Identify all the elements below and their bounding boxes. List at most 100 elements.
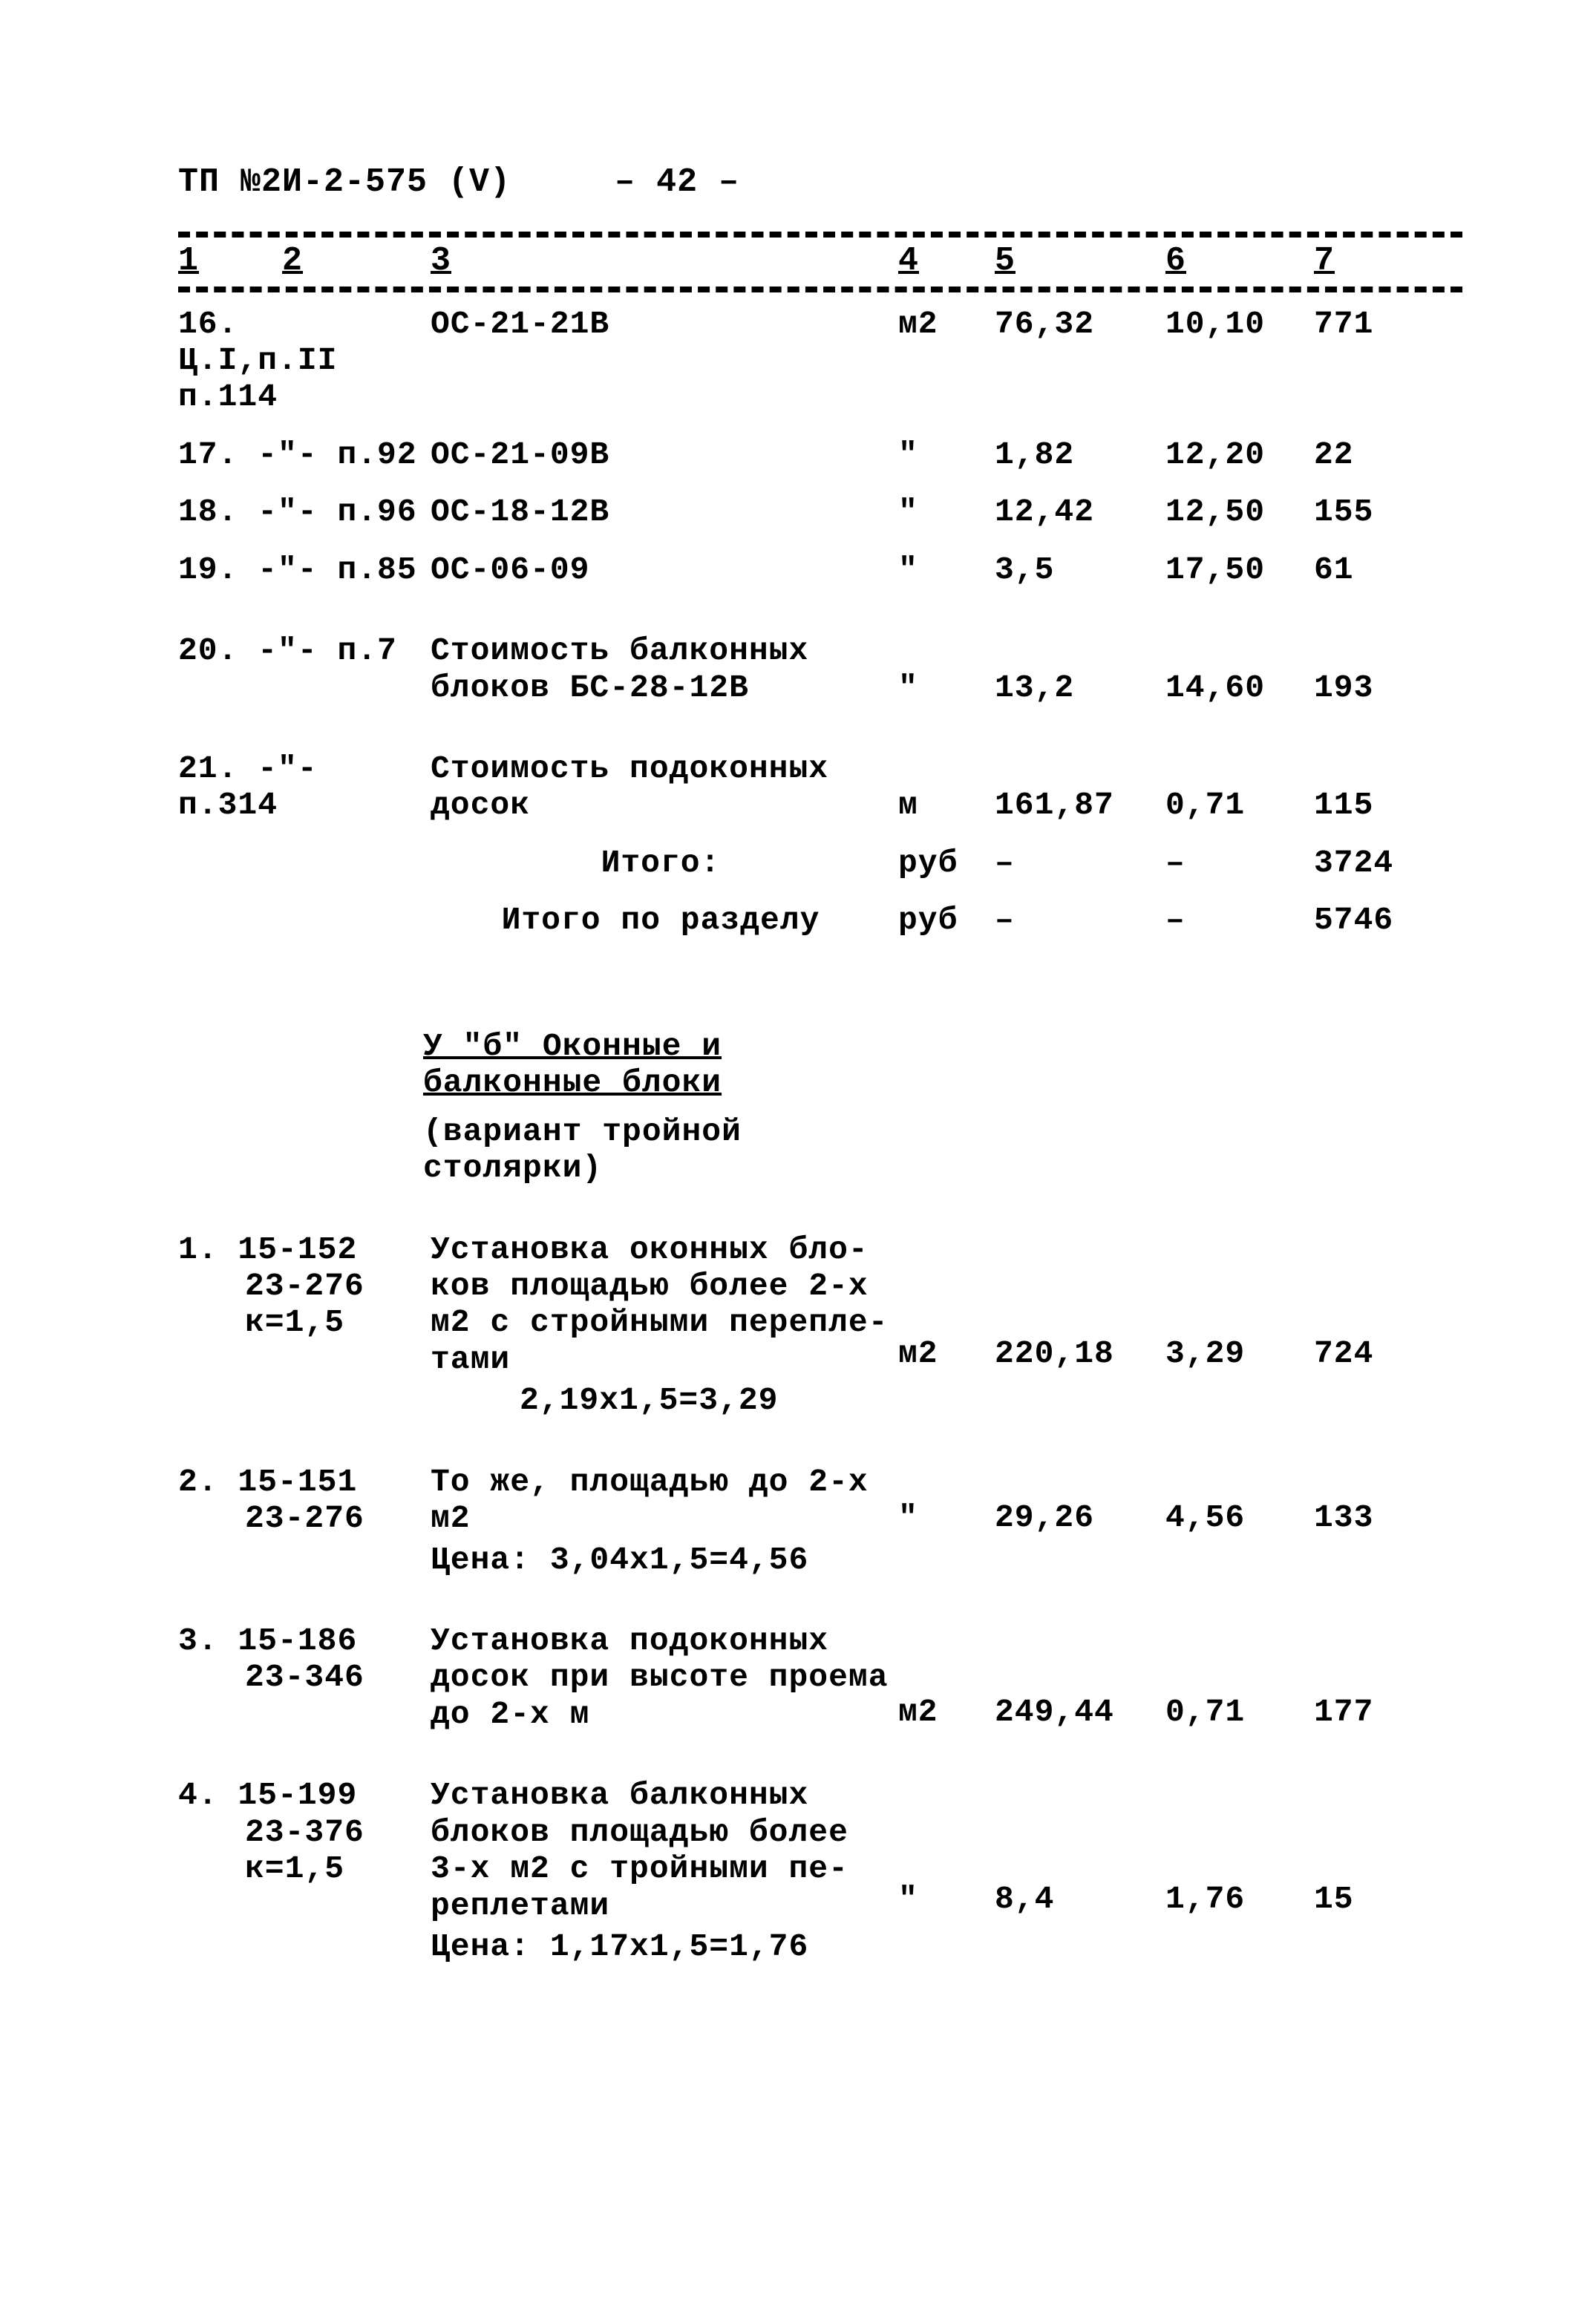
row-ref: Ц.I,п.II п.114	[178, 342, 423, 416]
section-total-row: Итого по разделу руб – – 5746	[178, 902, 1462, 938]
row-price: 0,71	[1165, 787, 1245, 823]
table-row: 4. 15-199 23-376 к=1,5 Установка балконн…	[178, 1777, 1462, 1965]
row-unit: "	[898, 1881, 918, 1917]
row-descr: ОС-21-21В	[431, 306, 609, 342]
row-sum: 22	[1314, 436, 1354, 473]
row-calc: 2,19х1,5=3,29	[431, 1382, 891, 1418]
row-price: 0,71	[1165, 1694, 1245, 1730]
column-header-row: 1 2 3 4 5 6 7	[178, 242, 1462, 281]
row-num: 4.	[178, 1777, 218, 1813]
row-descr: Установка подоконных досок при высоте пр…	[431, 1623, 889, 1732]
row-calc: Цена: 3,04х1,5=4,56	[431, 1542, 891, 1578]
row-sum: 15	[1314, 1881, 1354, 1917]
row-price: 17,50	[1165, 551, 1265, 588]
row-price: 12,20	[1165, 436, 1265, 473]
row-num: 20.	[178, 632, 238, 669]
row-num: 2.	[178, 1464, 218, 1500]
row-unit: "	[898, 1499, 918, 1536]
subtotal-price: –	[1165, 845, 1185, 881]
row-num: 3.	[178, 1623, 218, 1659]
subtotal-sum: 3724	[1314, 845, 1393, 881]
row-qty: 12,42	[995, 494, 1094, 530]
section-total-qty: –	[995, 902, 1015, 938]
page-header: ТП №2И-2-575 (V) – 42 –	[178, 163, 1462, 202]
row-qty: 220,18	[995, 1335, 1114, 1372]
row-descr: То же, площадью до 2-х м2	[431, 1464, 869, 1536]
row-sum: 155	[1314, 494, 1373, 530]
col-6-label: 6	[1165, 242, 1186, 280]
row-descr: ОС-06-09	[431, 551, 589, 588]
row-descr: ОС-18-12В	[431, 494, 609, 530]
row-descr: Установка балконных блоков площадью боле…	[431, 1777, 848, 1923]
row-price: 12,50	[1165, 494, 1265, 530]
table-row: 20. -"- п.7 Стоимость балконных блоков Б…	[178, 632, 1462, 706]
row-calc: Цена: 1,17х1,5=1,76	[431, 1928, 891, 1965]
table-row: 2. 15-151 23-276 То же, площадью до 2-х …	[178, 1464, 1462, 1578]
subtotal-unit: руб	[898, 845, 958, 881]
row-qty: 1,82	[995, 436, 1074, 473]
row-ref: -"- п.96	[258, 494, 416, 530]
rule-under-header	[178, 287, 1462, 292]
col-7-label: 7	[1314, 242, 1335, 280]
subtotal-label: Итого:	[601, 845, 721, 881]
row-sum: 115	[1314, 787, 1373, 823]
row-unit: "	[898, 551, 918, 588]
row-sum: 771	[1314, 306, 1373, 342]
row-descr: ОС-21-09В	[431, 436, 609, 473]
section-b-subheading: (вариант тройной столярки)	[423, 1113, 883, 1187]
row-sum: 61	[1314, 551, 1354, 588]
section-total-unit: руб	[898, 902, 958, 938]
row-num: 21.	[178, 750, 238, 787]
col-4-label: 4	[898, 242, 919, 280]
table-row: 17. -"- п.92 ОС-21-09В " 1,82 12,20 22	[178, 436, 1462, 473]
col-1-label: 1	[178, 242, 199, 280]
page-number: – 42 –	[615, 163, 739, 201]
row-price: 4,56	[1165, 1499, 1245, 1536]
table-row: 1. 15-152 23-276 к=1,5 Установка оконных…	[178, 1231, 1462, 1419]
row-sum: 133	[1314, 1499, 1373, 1536]
row-sum: 177	[1314, 1694, 1373, 1730]
row-num: 16.	[178, 306, 238, 342]
section-total-sum: 5746	[1314, 902, 1393, 938]
row-descr: Стоимость подоконных досок	[431, 750, 828, 823]
row-price: 14,60	[1165, 670, 1265, 706]
row-ref: -"- п.92	[258, 436, 416, 473]
subtotal-qty: –	[995, 845, 1015, 881]
row-descr: Стоимость балконных блоков БС-28-12В	[431, 632, 808, 705]
row-sum: 724	[1314, 1335, 1373, 1372]
row-num: 1.	[178, 1231, 218, 1268]
row-num: 19.	[178, 551, 238, 588]
row-ref: -"- п.7	[258, 632, 397, 669]
row-qty: 13,2	[995, 670, 1074, 706]
row-descr: Установка оконных бло- ков площадью боле…	[431, 1231, 889, 1378]
row-ref: -"- п.85	[258, 551, 416, 588]
col-5-label: 5	[995, 242, 1016, 280]
section-total-label: Итого по разделу	[502, 902, 820, 938]
row-qty: 8,4	[995, 1881, 1054, 1917]
table-row: 19. -"- п.85 ОС-06-09 " 3,5 17,50 61	[178, 551, 1462, 588]
row-qty: 3,5	[995, 551, 1054, 588]
row-price: 3,29	[1165, 1335, 1245, 1372]
section-total-price: –	[1165, 902, 1185, 938]
row-unit: "	[898, 494, 918, 530]
row-price: 1,76	[1165, 1881, 1245, 1917]
row-qty: 249,44	[995, 1694, 1114, 1730]
rule-top	[178, 232, 1462, 238]
row-unit: м2	[898, 1335, 938, 1372]
row-price: 10,10	[1165, 306, 1265, 342]
section-b-heading: У "б" Оконные и балконные блоки	[423, 1028, 883, 1102]
col-3-label: 3	[431, 242, 451, 280]
row-unit: м2	[898, 306, 938, 342]
row-sum: 193	[1314, 670, 1373, 706]
doc-code: ТП №2И-2-575 (V)	[178, 163, 511, 201]
table-row: 3. 15-186 23-346 Установка подоконных до…	[178, 1623, 1462, 1732]
row-num: 18.	[178, 494, 238, 530]
row-unit: м2	[898, 1694, 938, 1730]
table-row: 18. -"- п.96 ОС-18-12В " 12,42 12,50 155	[178, 494, 1462, 530]
col-2-label: 2	[282, 242, 303, 280]
row-unit: м	[898, 787, 918, 823]
subtotal-row: Итого: руб – – 3724	[178, 845, 1462, 881]
row-unit: "	[898, 436, 918, 473]
row-qty: 29,26	[995, 1499, 1094, 1536]
row-qty: 76,32	[995, 306, 1094, 342]
